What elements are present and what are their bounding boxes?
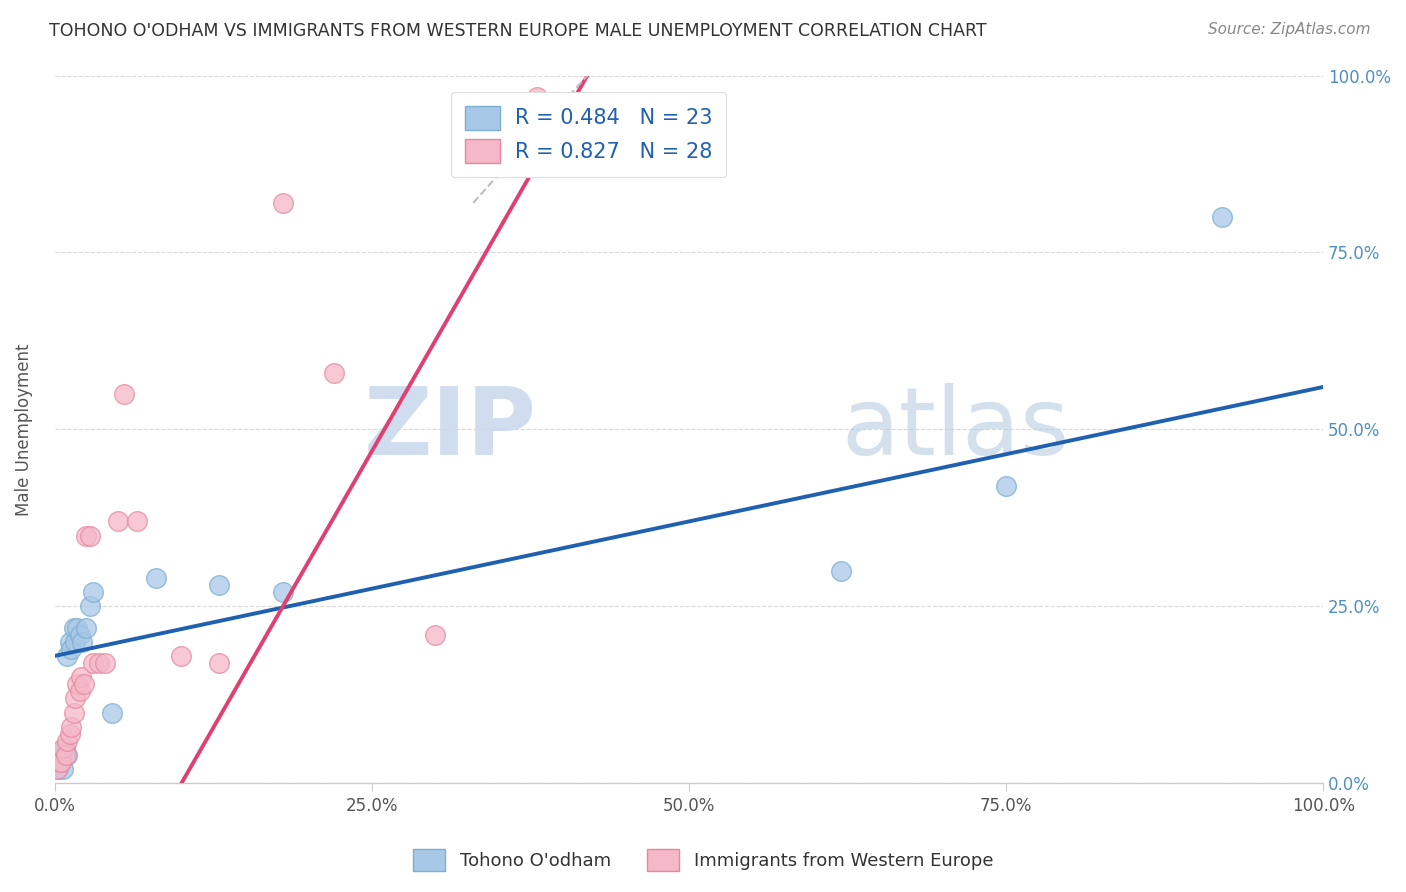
Point xyxy=(94,656,117,670)
Point xyxy=(49,755,72,769)
Point xyxy=(79,528,101,542)
Point xyxy=(63,691,86,706)
Text: atlas: atlas xyxy=(841,384,1070,475)
Point xyxy=(56,734,79,748)
Point xyxy=(55,747,77,762)
Legend: Tohono O'odham, Immigrants from Western Europe: Tohono O'odham, Immigrants from Western … xyxy=(405,842,1001,879)
Point xyxy=(423,628,446,642)
Point xyxy=(322,366,344,380)
Legend: R = 0.484   N = 23, R = 0.827   N = 28: R = 0.484 N = 23, R = 0.827 N = 28 xyxy=(451,92,727,177)
Point xyxy=(59,727,82,741)
Point xyxy=(830,564,852,578)
Point xyxy=(53,741,76,756)
Point xyxy=(52,762,75,776)
Point xyxy=(112,387,135,401)
Point xyxy=(63,635,86,649)
Point xyxy=(62,706,84,720)
Point xyxy=(107,515,129,529)
Point xyxy=(208,656,231,670)
Point xyxy=(70,670,93,684)
Point xyxy=(1211,210,1233,224)
Point xyxy=(69,628,91,642)
Point xyxy=(75,621,97,635)
Point xyxy=(46,762,69,776)
Point xyxy=(271,585,294,599)
Point xyxy=(994,479,1017,493)
Point xyxy=(69,684,91,698)
Point xyxy=(208,578,231,592)
Point xyxy=(82,585,104,599)
Point xyxy=(145,571,167,585)
Text: ZIP: ZIP xyxy=(364,384,537,475)
Point xyxy=(100,706,122,720)
Point xyxy=(271,196,294,211)
Point xyxy=(49,755,72,769)
Point xyxy=(60,641,83,656)
Point xyxy=(62,621,84,635)
Point xyxy=(73,677,96,691)
Point xyxy=(66,677,89,691)
Point xyxy=(72,635,94,649)
Point xyxy=(46,762,69,776)
Point xyxy=(56,747,79,762)
Point xyxy=(60,720,83,734)
Point xyxy=(59,635,82,649)
Point xyxy=(66,621,89,635)
Point xyxy=(52,741,75,756)
Point xyxy=(56,648,79,663)
Y-axis label: Male Unemployment: Male Unemployment xyxy=(15,343,32,516)
Point xyxy=(82,656,104,670)
Point xyxy=(75,528,97,542)
Point xyxy=(526,89,548,103)
Point xyxy=(79,599,101,614)
Point xyxy=(170,648,193,663)
Text: TOHONO O'ODHAM VS IMMIGRANTS FROM WESTERN EUROPE MALE UNEMPLOYMENT CORRELATION C: TOHONO O'ODHAM VS IMMIGRANTS FROM WESTER… xyxy=(49,22,987,40)
Point xyxy=(125,515,148,529)
Point xyxy=(87,656,110,670)
Text: Source: ZipAtlas.com: Source: ZipAtlas.com xyxy=(1208,22,1371,37)
Point xyxy=(48,755,70,769)
